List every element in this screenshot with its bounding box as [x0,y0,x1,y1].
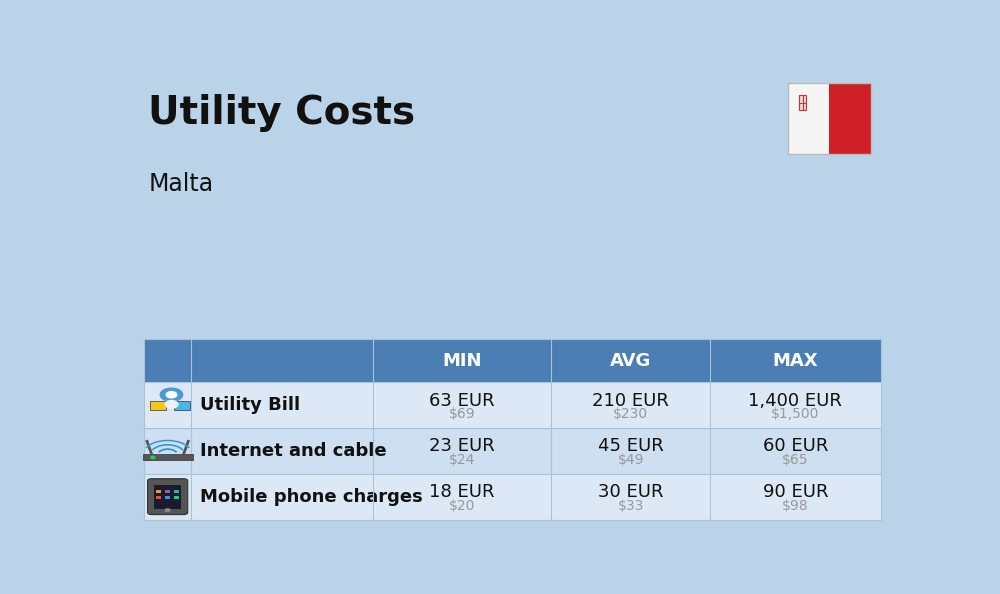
Text: $69: $69 [449,407,475,421]
Text: $24: $24 [449,453,475,467]
Bar [174,401,190,410]
Text: $65: $65 [782,453,809,467]
Bar [191,474,881,520]
Bar [165,496,170,499]
Text: MAX: MAX [773,352,818,369]
Bar [150,401,166,410]
Text: 45 EUR: 45 EUR [598,437,664,456]
Text: Utility Bill: Utility Bill [200,396,300,414]
Circle shape [166,391,177,398]
Bar [144,474,191,520]
Circle shape [165,400,178,408]
Bar [144,339,881,383]
Text: MIN: MIN [442,352,482,369]
Text: 90 EUR: 90 EUR [763,483,828,501]
Bar [788,83,871,154]
Text: Malta: Malta [148,172,213,196]
Bar [165,490,170,493]
Text: 60 EUR: 60 EUR [763,437,828,456]
Text: $230: $230 [613,407,648,421]
Text: AVG: AVG [610,352,651,369]
Text: $49: $49 [617,453,644,467]
Bar [154,485,181,509]
Text: Utility Costs: Utility Costs [148,94,415,132]
Text: Internet and cable: Internet and cable [200,442,387,460]
Text: $1,500: $1,500 [771,407,820,421]
Text: $33: $33 [618,499,644,513]
Bar [156,490,161,493]
Circle shape [160,388,183,402]
Bar [191,428,881,474]
Bar [174,490,179,493]
Text: 1,400 EUR: 1,400 EUR [748,391,842,410]
Text: 23 EUR: 23 EUR [429,437,495,456]
Bar [144,428,191,474]
FancyBboxPatch shape [148,479,188,514]
Text: $98: $98 [782,499,809,513]
Bar [143,453,193,460]
Bar [144,383,191,428]
Text: 210 EUR: 210 EUR [592,391,669,410]
Text: 30 EUR: 30 EUR [598,483,663,501]
Bar [788,83,829,154]
Bar [156,496,161,499]
Bar [174,496,179,499]
Circle shape [151,456,155,459]
Bar [191,383,881,428]
Circle shape [165,509,170,511]
Bar [799,95,806,110]
Text: Mobile phone charges: Mobile phone charges [200,488,423,505]
Text: $20: $20 [449,499,475,513]
Text: 18 EUR: 18 EUR [429,483,495,501]
Text: 63 EUR: 63 EUR [429,391,495,410]
Bar [829,83,871,154]
